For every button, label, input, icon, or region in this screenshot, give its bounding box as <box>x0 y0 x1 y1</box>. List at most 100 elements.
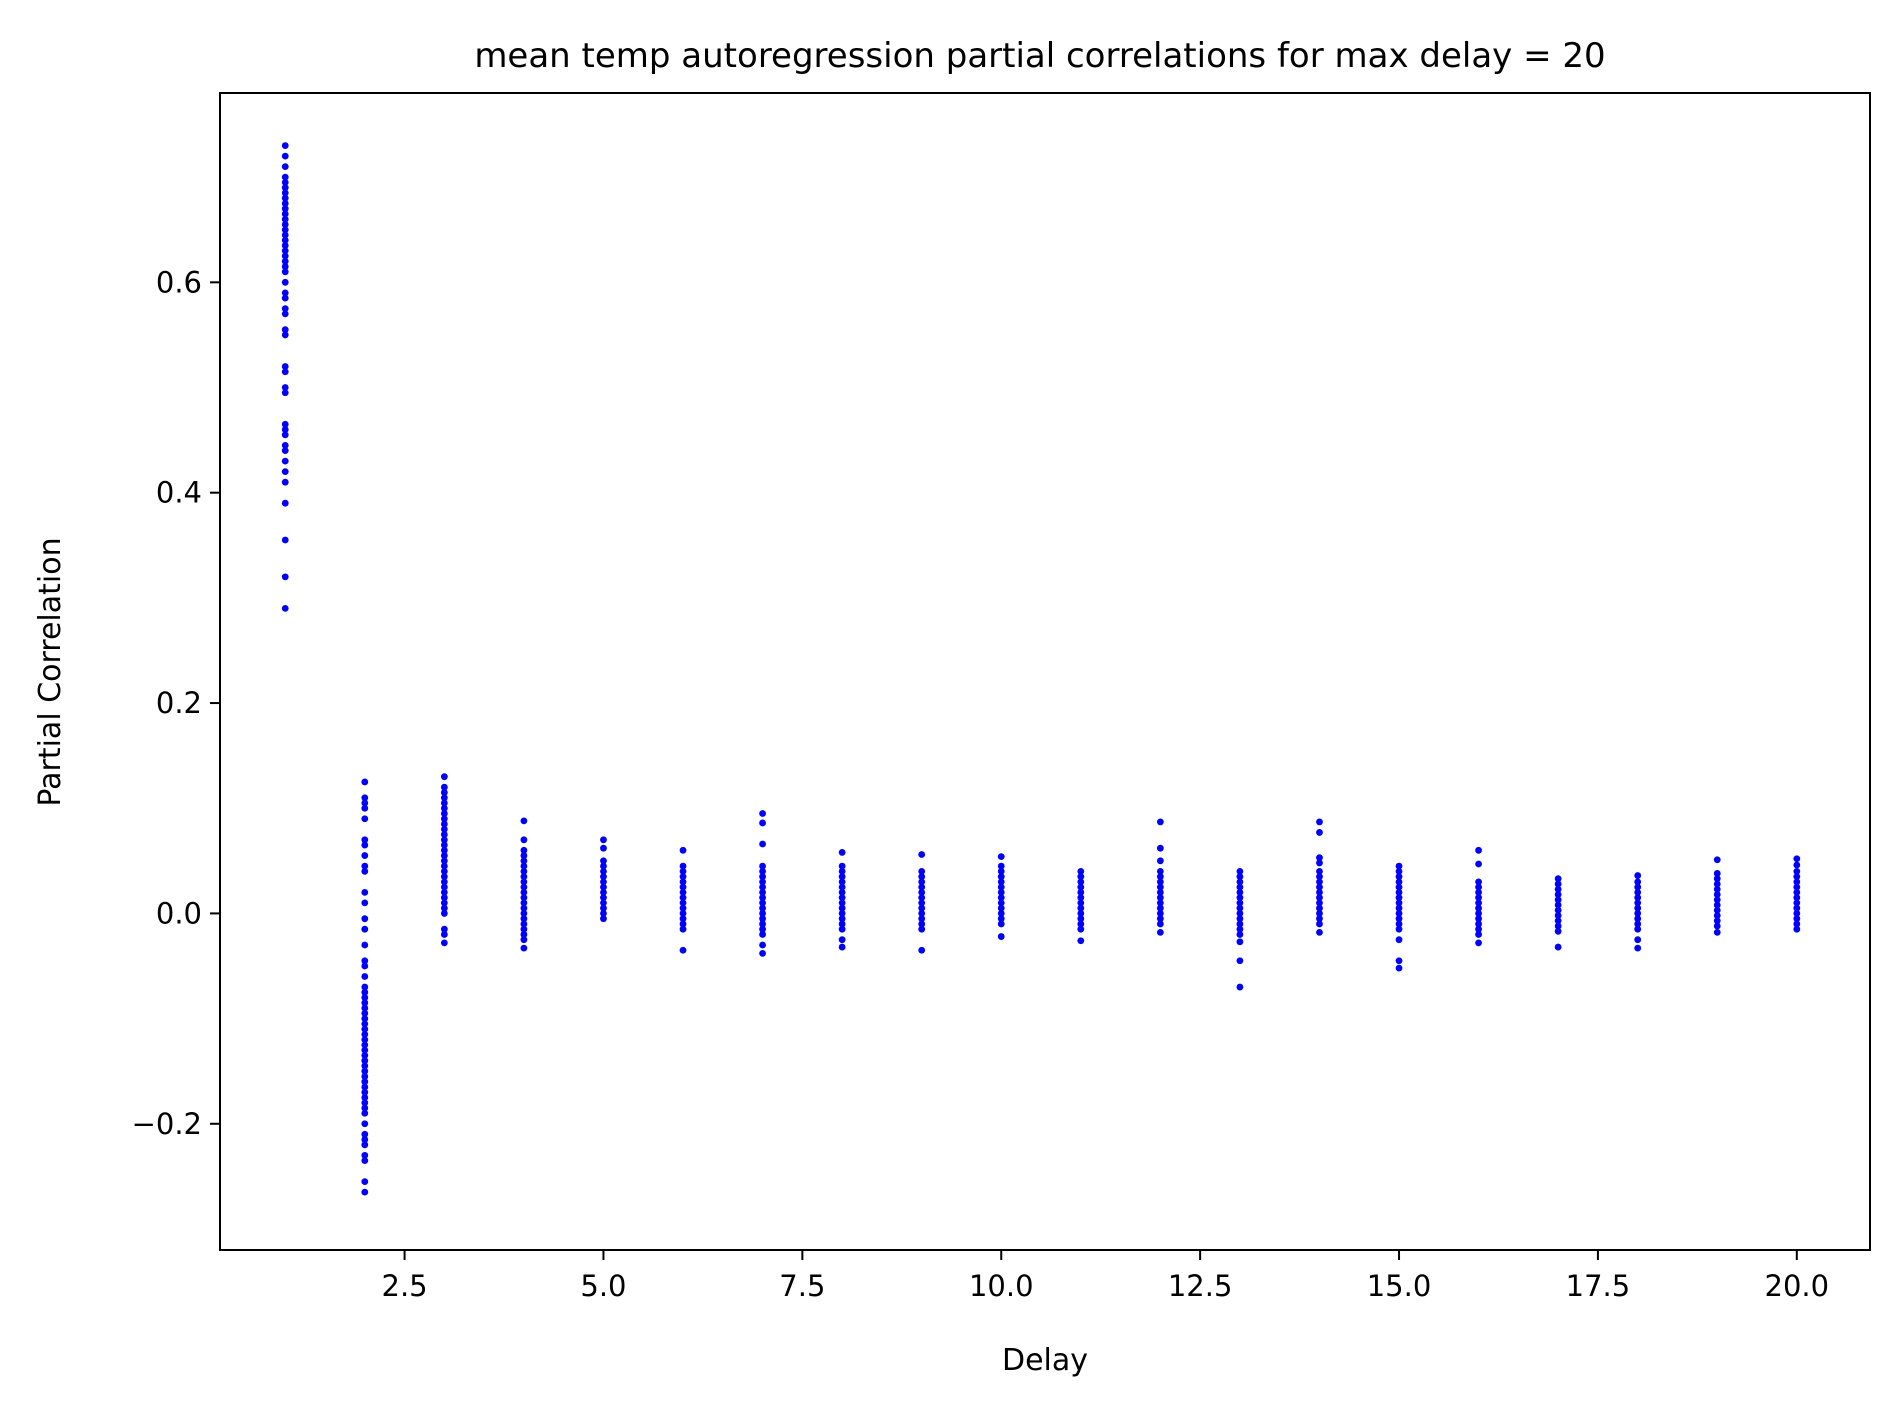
data-point-92 <box>361 1151 369 1159</box>
data-point-243 <box>1077 894 1085 902</box>
data-point-211 <box>918 867 926 875</box>
data-point-178 <box>759 862 766 870</box>
data-point-370 <box>1793 878 1801 886</box>
data-point-90 <box>361 1136 369 1143</box>
data-point-279 <box>1236 938 1244 946</box>
data-point-75 <box>361 1046 369 1054</box>
data-point-341 <box>1634 878 1642 886</box>
data-point-348 <box>1634 915 1642 923</box>
data-point-378 <box>1793 920 1801 928</box>
data-point-140 <box>520 915 528 923</box>
data-point-39 <box>281 468 289 476</box>
data-point-291 <box>1316 894 1323 902</box>
data-point-132 <box>520 873 528 880</box>
data-point-185 <box>759 899 766 907</box>
data-point-13 <box>281 226 289 234</box>
data-point-229 <box>997 883 1005 891</box>
data-point-37 <box>281 447 289 455</box>
data-point-202 <box>838 899 846 907</box>
data-point-187 <box>759 910 766 917</box>
data-point-192 <box>759 941 766 949</box>
data-point-285 <box>1316 859 1323 867</box>
data-point-199 <box>838 883 846 891</box>
data-point-194 <box>838 849 846 856</box>
data-point-74 <box>361 1041 369 1049</box>
data-point-167 <box>679 894 687 902</box>
data-point-158 <box>600 910 607 917</box>
data-point-177 <box>759 840 766 848</box>
data-point-215 <box>918 888 926 896</box>
data-point-290 <box>1316 888 1323 896</box>
data-point-365 <box>1713 928 1721 936</box>
data-point-344 <box>1634 894 1642 902</box>
data-point-377 <box>1793 915 1801 923</box>
data-point-26 <box>281 310 289 318</box>
x-tick-label: 2.5 <box>382 1269 428 1303</box>
data-point-375 <box>1793 904 1801 912</box>
data-point-227 <box>997 873 1005 880</box>
data-point-28 <box>281 331 289 339</box>
data-point-310 <box>1395 925 1403 933</box>
data-point-226 <box>997 867 1005 875</box>
data-point-222 <box>918 925 926 933</box>
data-point-123 <box>440 931 448 938</box>
data-point-252 <box>1156 844 1164 852</box>
data-point-116 <box>440 883 448 891</box>
data-point-180 <box>759 873 766 880</box>
data-point-263 <box>1156 915 1164 923</box>
data-point-218 <box>918 904 926 912</box>
data-point-1 <box>281 152 289 160</box>
data-point-18 <box>281 252 289 260</box>
data-point-281 <box>1236 983 1244 991</box>
data-point-99 <box>440 794 448 802</box>
data-point-155 <box>600 894 607 902</box>
data-point-364 <box>1713 922 1721 930</box>
data-point-337 <box>1554 922 1562 930</box>
data-point-268 <box>1236 878 1244 886</box>
data-point-237 <box>997 933 1005 940</box>
data-point-94 <box>361 1178 369 1186</box>
data-point-67 <box>361 1004 369 1012</box>
chart-title: mean temp autoregression partial correla… <box>474 36 1605 76</box>
data-point-275 <box>1236 915 1244 923</box>
data-point-271 <box>1236 894 1244 902</box>
data-point-356 <box>1713 880 1721 888</box>
data-point-359 <box>1713 896 1721 904</box>
data-point-24 <box>281 294 289 302</box>
data-point-23 <box>281 289 289 297</box>
data-point-11 <box>281 215 289 223</box>
data-point-127 <box>520 846 528 854</box>
data-point-189 <box>759 920 766 928</box>
data-point-44 <box>281 604 289 612</box>
data-point-368 <box>1793 867 1801 875</box>
data-point-138 <box>520 904 528 912</box>
data-point-173 <box>679 925 687 933</box>
data-point-50 <box>361 836 369 844</box>
data-point-141 <box>520 920 528 928</box>
data-point-221 <box>918 920 926 928</box>
data-point-170 <box>679 910 687 917</box>
data-point-9 <box>281 205 289 213</box>
data-point-322 <box>1475 910 1482 917</box>
data-point-168 <box>679 899 687 907</box>
data-point-130 <box>520 862 528 870</box>
plot-area-frame <box>219 92 1871 1251</box>
data-point-297 <box>1316 928 1323 936</box>
data-point-5 <box>281 184 289 192</box>
data-point-41 <box>281 499 289 507</box>
data-point-161 <box>679 862 687 870</box>
data-point-256 <box>1156 878 1164 886</box>
data-point-312 <box>1395 957 1403 965</box>
y-tick-label: 0.4 <box>156 476 202 510</box>
data-point-354 <box>1713 870 1721 877</box>
data-point-295 <box>1316 915 1323 923</box>
data-point-372 <box>1793 888 1801 896</box>
data-point-17 <box>281 247 289 255</box>
data-point-3 <box>281 173 289 181</box>
data-point-6 <box>281 189 289 197</box>
data-point-156 <box>600 899 607 907</box>
data-point-46 <box>361 794 369 802</box>
data-point-152 <box>600 878 607 886</box>
